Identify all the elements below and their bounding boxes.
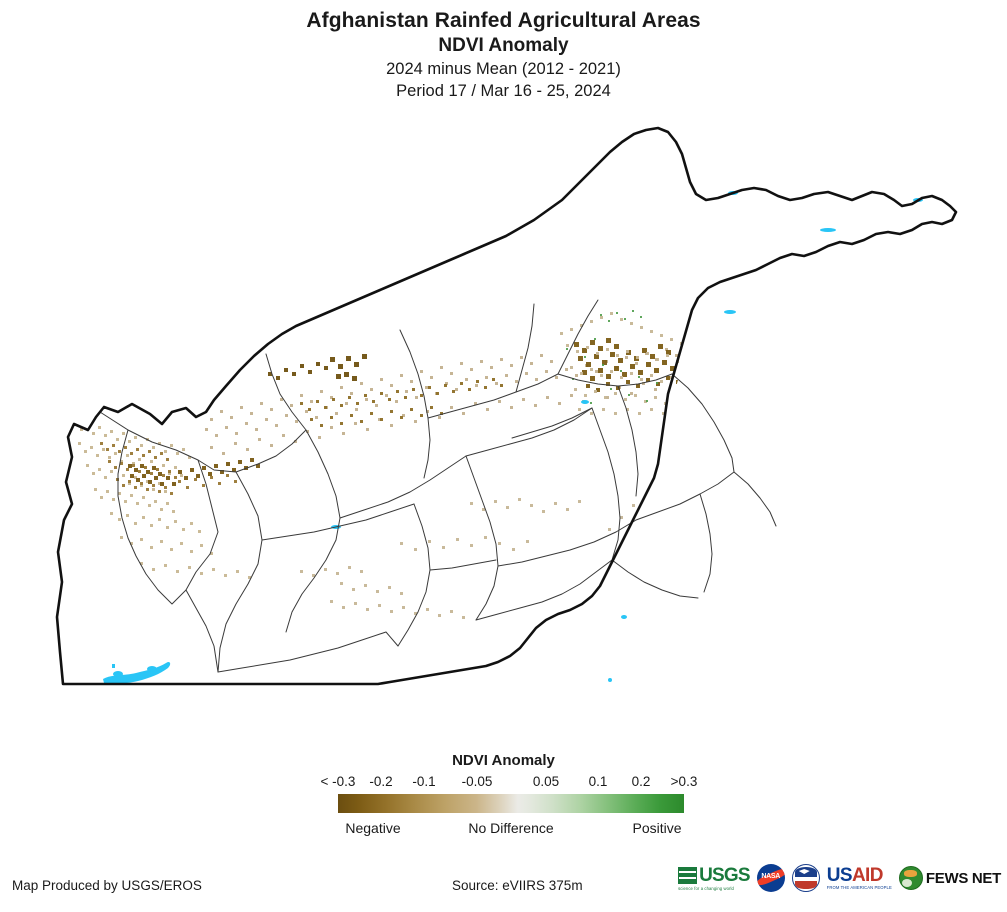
- noaa-logo: [791, 864, 820, 892]
- legend-tick-6: 0.2: [631, 774, 651, 789]
- map-background: [0, 112, 1007, 742]
- fewsnet-logo: FEWS NET: [898, 866, 1001, 890]
- usgs-mark-icon: [678, 866, 698, 884]
- page-subtitle: NDVI Anomaly: [438, 35, 569, 56]
- page-title: Afghanistan Rainfed Agricultural Areas: [306, 9, 701, 32]
- usaid-logo: USAID FROM THE AMERICAN PEOPLE: [827, 866, 892, 890]
- legend-tick-2: -0.1: [412, 774, 436, 789]
- period-label: Period 17 / Mar 16 - 25, 2024: [396, 82, 611, 100]
- legend-tick-labels: < -0.3 -0.2 -0.1 -0.05 0.05 0.1 0.2 >0.3: [0, 774, 1007, 794]
- legend-caption-negative: Negative: [345, 820, 401, 836]
- usaid-wordmark-aid: AID: [851, 865, 884, 886]
- nasa-logo: NASA: [756, 864, 785, 892]
- usaid-wordmark-us: US: [826, 865, 853, 886]
- legend-title: NDVI Anomaly: [452, 752, 555, 769]
- noaa-bird-icon: [798, 869, 810, 874]
- usgs-wordmark: USGS: [699, 864, 750, 886]
- agency-logos: USGS science for a changing world NASA U…: [678, 864, 1001, 892]
- nasa-wordmark: NASA: [761, 873, 781, 880]
- map-canvas[interactable]: [0, 112, 1007, 742]
- usgs-logo: USGS science for a changing world: [678, 864, 751, 891]
- noaa-sea-icon: [794, 881, 817, 889]
- legend-tick-5: 0.1: [588, 774, 608, 789]
- data-source: Source: eVIIRS 375m: [452, 878, 583, 893]
- legend-tick-4: 0.05: [532, 774, 560, 789]
- legend-caption-positive: Positive: [632, 820, 682, 836]
- usgs-tagline: science for a changing world: [678, 885, 734, 891]
- baseline-label: 2024 minus Mean (2012 - 2021): [386, 60, 621, 78]
- fewsnet-globe-icon: [898, 866, 923, 890]
- legend-tick-0: < -0.3: [320, 774, 356, 789]
- title-block: Afghanistan Rainfed Agricultural Areas N…: [0, 0, 1007, 102]
- footer: Map Produced by USGS/EROS Source: eVIIRS…: [0, 854, 1007, 912]
- legend-tick-1: -0.2: [369, 774, 393, 789]
- legend-tick-7: >0.3: [670, 774, 698, 789]
- legend: NDVI Anomaly < -0.3 -0.2 -0.1 -0.05 0.05…: [0, 752, 1007, 852]
- usaid-tagline: FROM THE AMERICAN PEOPLE: [826, 885, 892, 890]
- map-credit: Map Produced by USGS/EROS: [12, 878, 202, 893]
- fewsnet-wordmark: FEWS NET: [925, 869, 1001, 887]
- country-border: [55, 126, 958, 686]
- legend-captions: Negative No Difference Positive: [0, 820, 1007, 840]
- legend-caption-no-difference: No Difference: [468, 820, 554, 836]
- legend-color-ramp: [338, 794, 684, 813]
- province-boundaries: [99, 299, 777, 673]
- legend-tick-3: -0.05: [461, 774, 493, 789]
